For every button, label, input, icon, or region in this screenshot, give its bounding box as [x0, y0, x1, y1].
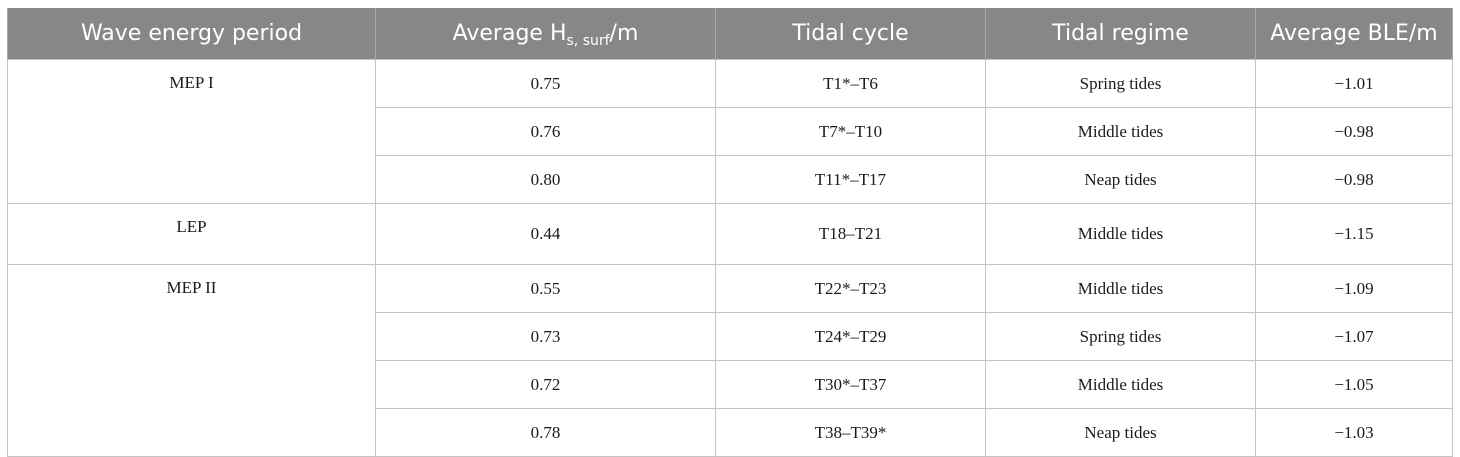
cell-tidal-cycle: T30*–T37 [715, 360, 986, 409]
cell-tidal-regime: Spring tides [985, 59, 1256, 108]
cell-tidal-cycle: T38–T39* [715, 408, 986, 457]
cell-tidal-cycle: T11*–T17 [715, 155, 986, 204]
cell-average-hs: 0.78 [375, 408, 716, 457]
cell-tidal-cycle: T18–T21 [715, 203, 986, 265]
cell-average-hs: 0.76 [375, 107, 716, 156]
cell-tidal-regime: Neap tides [985, 408, 1256, 457]
cell-average-hs: 0.75 [375, 59, 716, 108]
cell-average-ble: −1.15 [1255, 203, 1453, 265]
cell-average-hs: 0.44 [375, 203, 716, 265]
table-row: MEP I 0.75 T1*–T6 Spring tides −1.01 [7, 59, 1453, 204]
table-row: MEP II 0.55 T22*–T23 Middle tides −1.09 [7, 264, 1453, 457]
cell-tidal-regime: Middle tides [985, 203, 1256, 265]
cell-tidal-regime: Spring tides [985, 312, 1256, 361]
cell-average-ble: −0.98 [1255, 155, 1453, 204]
cell-tidal-cycle: T1*–T6 [715, 59, 986, 108]
table-header: Wave energy period Average Hs, surf/m Ti… [7, 8, 1453, 60]
cell-tidal-regime: Middle tides [985, 107, 1256, 156]
header-tidal-regime: Tidal regime [985, 8, 1256, 60]
table-row: 0.73 T24*–T29 Spring tides −1.07 [8, 312, 1453, 361]
table-row: 0.72 T30*–T37 Middle tides −1.05 [8, 360, 1453, 409]
header-hs-main: Average H [452, 21, 567, 46]
cell-tidal-cycle: T7*–T10 [715, 107, 986, 156]
header-average-hs: Average Hs, surf/m [375, 8, 716, 60]
cell-wave-energy-period: MEP II [7, 264, 376, 457]
header-wave-energy-period: Wave energy period [7, 8, 376, 60]
cell-wave-energy-period: MEP I [7, 59, 376, 204]
data-table: Wave energy period Average Hs, surf/m Ti… [7, 8, 1453, 457]
header-tidal-cycle: Tidal cycle [715, 8, 986, 60]
cell-average-ble: −1.05 [1255, 360, 1453, 409]
cell-average-hs: 0.73 [375, 312, 716, 361]
header-hs-unit: /m [609, 21, 639, 46]
cell-average-ble: −0.98 [1255, 107, 1453, 156]
table-row: 0.76 T7*–T10 Middle tides −0.98 [8, 107, 1453, 156]
cell-average-ble: −1.03 [1255, 408, 1453, 457]
cell-average-hs: 0.80 [375, 155, 716, 204]
cell-average-ble: −1.01 [1255, 59, 1453, 108]
cell-tidal-regime: Middle tides [985, 264, 1256, 313]
header-row: Wave energy period Average Hs, surf/m Ti… [7, 8, 1453, 60]
cell-average-ble: −1.09 [1255, 264, 1453, 313]
cell-tidal-cycle: T22*–T23 [715, 264, 986, 313]
header-hs-subscript: s, surf [566, 33, 610, 49]
cell-average-hs: 0.55 [375, 264, 716, 313]
cell-tidal-regime: Neap tides [985, 155, 1256, 204]
table-body: MEP I 0.75 T1*–T6 Spring tides −1.01 0.76 T7*–… [7, 59, 1453, 457]
cell-average-hs: 0.72 [375, 360, 716, 409]
header-average-ble: Average BLE/m [1255, 8, 1453, 60]
cell-tidal-cycle: T24*–T29 [715, 312, 986, 361]
table-row: 0.78 T38–T39* Neap tides −1.03 [8, 408, 1453, 457]
cell-average-ble: −1.07 [1255, 312, 1453, 361]
table-row: 0.80 T11*–T17 Neap tides −0.98 [8, 155, 1453, 204]
cell-wave-energy-period: LEP [7, 203, 376, 265]
cell-tidal-regime: Middle tides [985, 360, 1256, 409]
table-row: LEP 0.44 T18–T21 Middle tides −1.15 [7, 203, 1453, 265]
